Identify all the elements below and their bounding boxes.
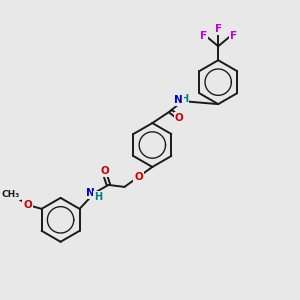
Text: CH₃: CH₃ [2,190,20,200]
Text: O: O [175,113,184,123]
Text: N: N [174,95,183,105]
Text: O: O [23,200,32,210]
Text: N: N [86,188,95,198]
Text: O: O [134,172,143,182]
Text: H: H [180,94,188,104]
Text: H: H [94,192,103,202]
Text: F: F [200,31,207,41]
Text: F: F [214,24,222,34]
Text: F: F [230,31,237,41]
Text: O: O [100,166,109,176]
